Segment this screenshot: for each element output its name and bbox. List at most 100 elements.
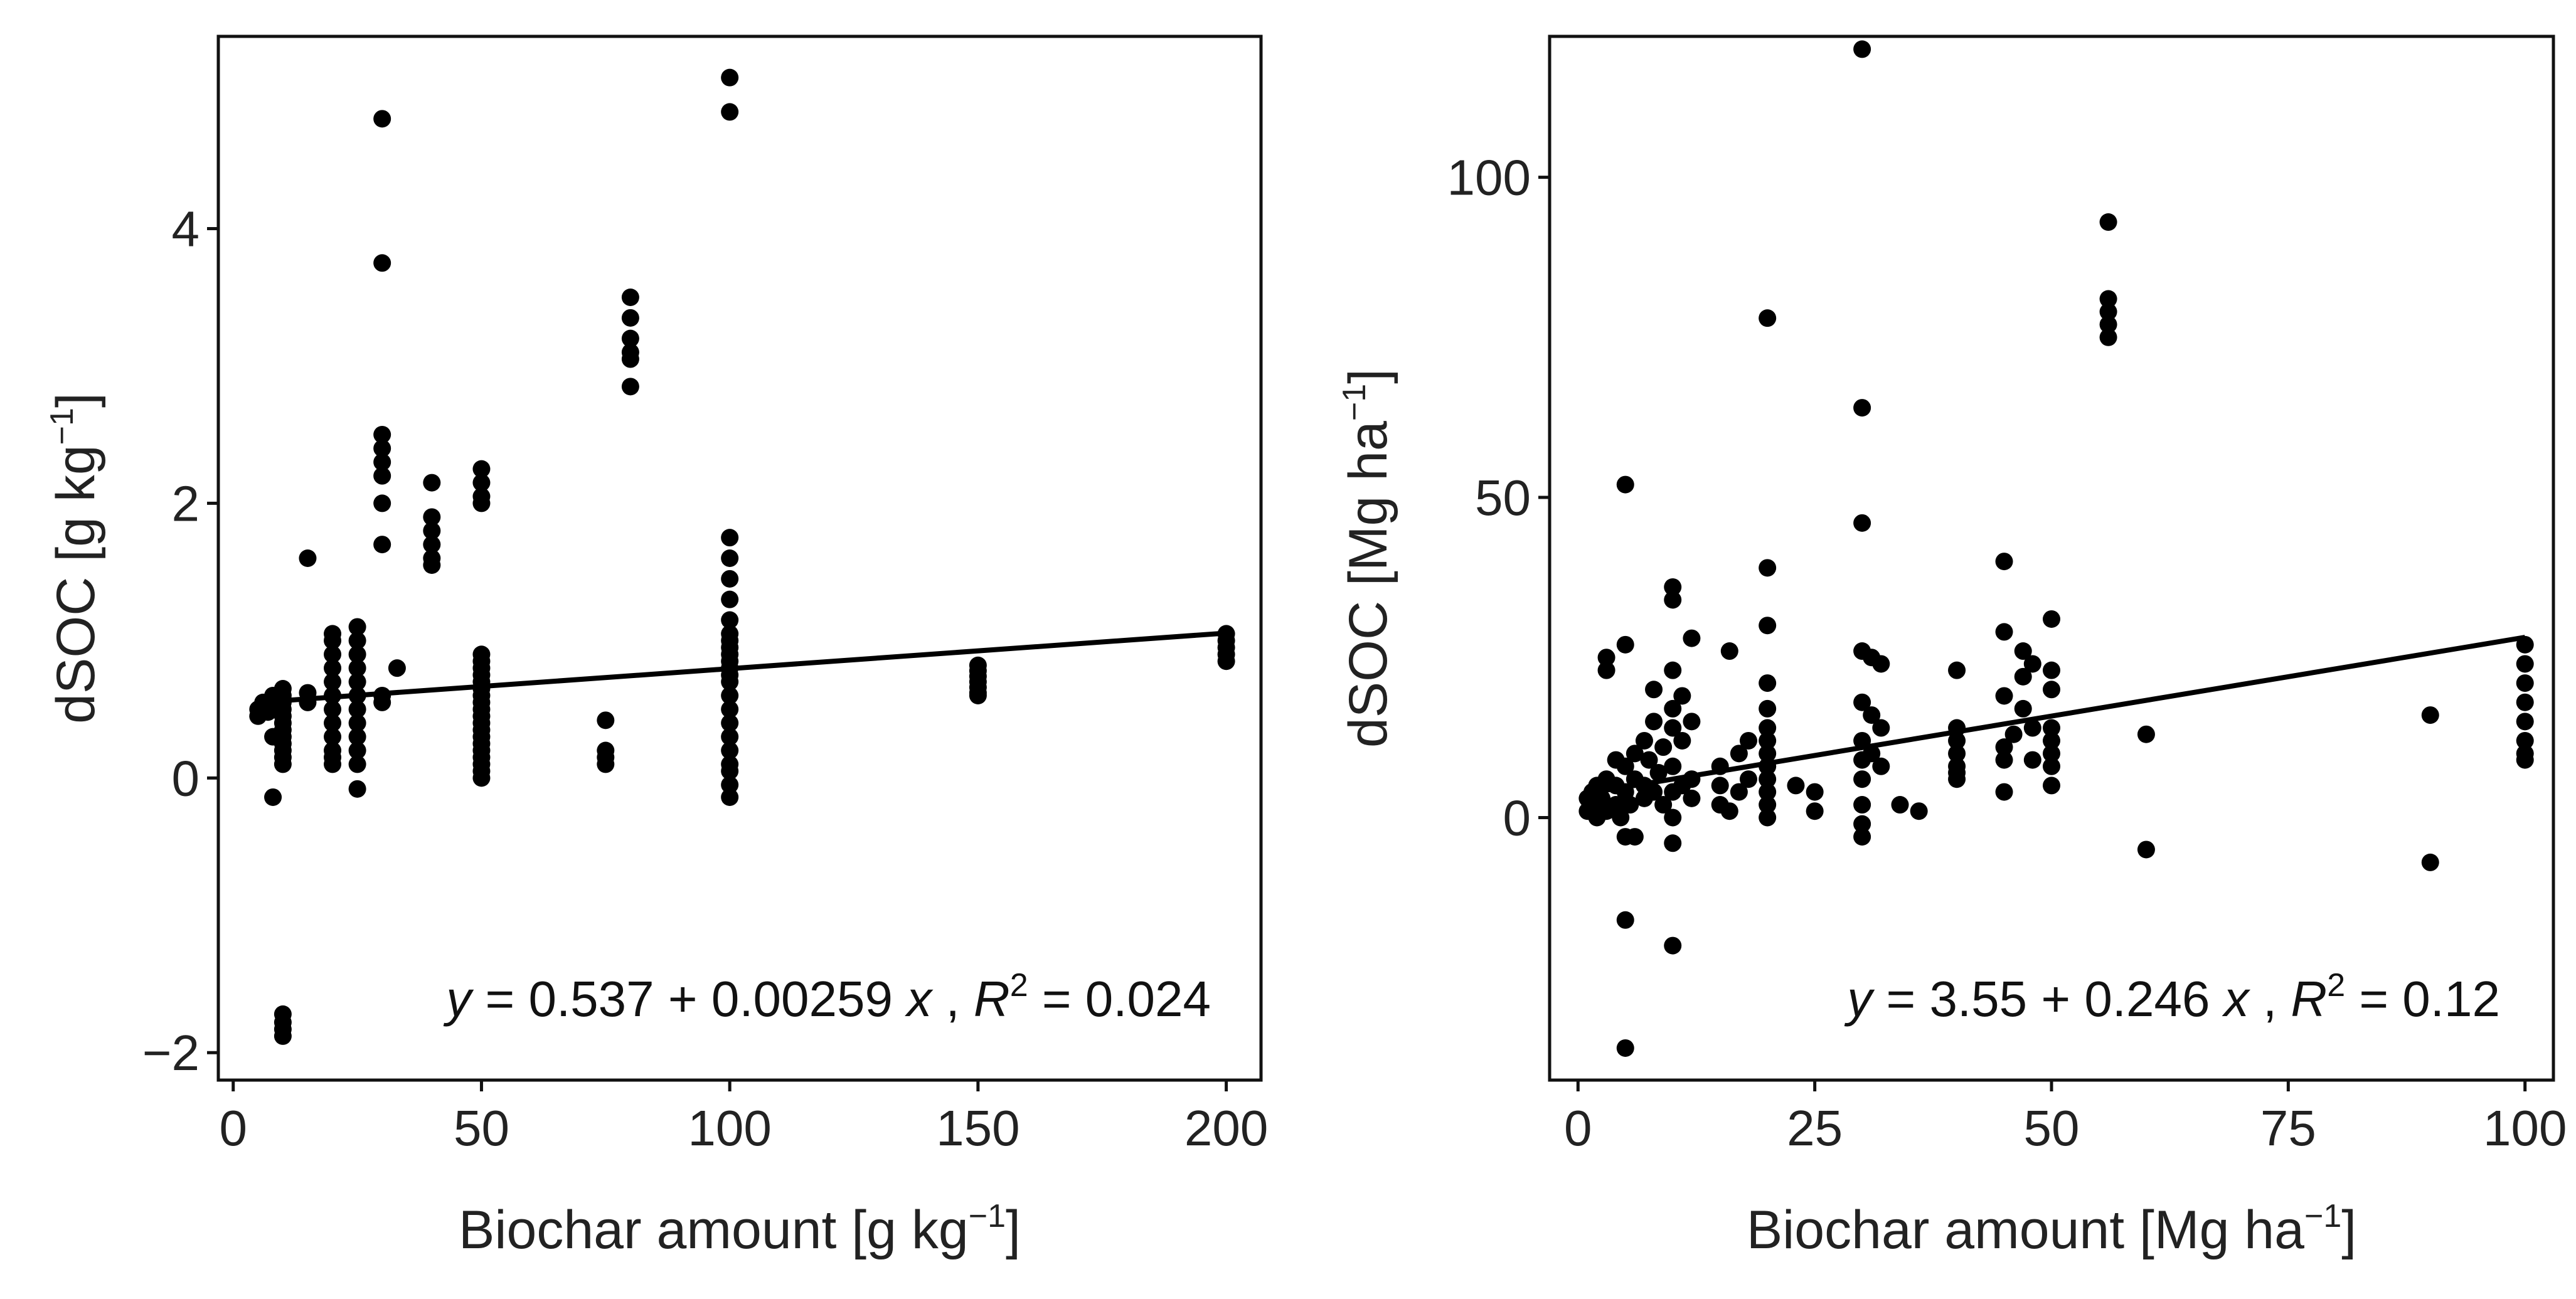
data-point bbox=[348, 755, 366, 773]
data-point bbox=[348, 673, 366, 691]
data-point bbox=[1645, 681, 1663, 699]
y-tick-label: −2 bbox=[142, 1025, 200, 1081]
data-point bbox=[721, 549, 739, 567]
data-point bbox=[1806, 802, 1824, 820]
data-point bbox=[721, 673, 739, 691]
data-point bbox=[721, 714, 739, 732]
data-point bbox=[1853, 796, 1871, 814]
data-point bbox=[1995, 623, 2013, 641]
x-tick-label: 150 bbox=[936, 1100, 1019, 1156]
data-point bbox=[1853, 399, 1871, 417]
data-point bbox=[1739, 731, 1757, 750]
data-point bbox=[324, 755, 342, 773]
x-axis-title-exponent: −1 bbox=[2304, 1198, 2341, 1234]
data-point bbox=[1995, 783, 2013, 801]
x-tick-label: 0 bbox=[219, 1100, 247, 1156]
equation-x: x bbox=[2222, 971, 2251, 1027]
data-point bbox=[1787, 777, 1805, 795]
data-point bbox=[1759, 731, 1777, 750]
data-point bbox=[2023, 719, 2041, 737]
equation-r-squared-value: = 0.12 bbox=[2345, 971, 2500, 1027]
data-point bbox=[1759, 745, 1777, 763]
data-point bbox=[2099, 213, 2117, 231]
data-point bbox=[2043, 661, 2060, 679]
x-tick-label: 200 bbox=[1184, 1100, 1268, 1156]
equation-r: R bbox=[974, 971, 1010, 1027]
data-point bbox=[2043, 610, 2060, 628]
data-point bbox=[423, 474, 441, 492]
data-point bbox=[1616, 475, 1634, 494]
data-point bbox=[373, 693, 391, 711]
data-point bbox=[1645, 713, 1663, 731]
data-point bbox=[1664, 834, 1682, 852]
data-point bbox=[1626, 828, 1644, 846]
equation-x: x bbox=[904, 971, 934, 1027]
data-point bbox=[1720, 802, 1738, 820]
data-point bbox=[1853, 40, 1871, 58]
data-point bbox=[1664, 591, 1682, 609]
data-point bbox=[1720, 642, 1738, 660]
data-point bbox=[2516, 731, 2534, 750]
data-point bbox=[373, 110, 391, 128]
x-axis-title-exponent: −1 bbox=[969, 1198, 1006, 1234]
data-point bbox=[721, 788, 739, 806]
data-point bbox=[2099, 290, 2117, 308]
data-point bbox=[1664, 757, 1682, 775]
data-point bbox=[423, 556, 441, 574]
equation-intercept: = 3.55 bbox=[1872, 971, 2027, 1027]
data-point bbox=[1673, 687, 1691, 705]
data-point bbox=[373, 254, 391, 272]
y-axis-title-bracket: ] bbox=[46, 393, 106, 408]
data-point bbox=[1612, 809, 1630, 827]
data-point bbox=[1759, 309, 1777, 327]
y-axis-title-exponent: −1 bbox=[44, 408, 80, 445]
x-axis-title: Biochar amount [Mg ha−1] bbox=[1747, 1198, 2356, 1260]
data-point bbox=[324, 714, 342, 732]
data-point bbox=[1872, 757, 1890, 775]
data-point bbox=[1853, 514, 1871, 532]
equation-r-exponent: 2 bbox=[1010, 967, 1028, 1004]
y-tick-label: 0 bbox=[1503, 790, 1531, 846]
data-point bbox=[1683, 629, 1701, 647]
x-tick-label: 100 bbox=[688, 1100, 771, 1156]
y-tick-label: 4 bbox=[172, 201, 200, 257]
data-point bbox=[1664, 809, 1682, 827]
data-point bbox=[721, 529, 739, 547]
data-point bbox=[1217, 652, 1235, 671]
data-point bbox=[1759, 809, 1777, 827]
x-tick-label: 50 bbox=[2024, 1100, 2080, 1156]
data-point bbox=[324, 645, 342, 664]
data-point bbox=[348, 632, 366, 650]
data-point bbox=[1597, 649, 1615, 667]
data-point bbox=[1664, 699, 1682, 718]
data-point bbox=[1948, 770, 1966, 788]
data-point bbox=[472, 769, 491, 787]
equation-r-exponent: 2 bbox=[2327, 967, 2345, 1004]
equation-comma: , bbox=[2249, 971, 2291, 1027]
equation-r: R bbox=[2291, 971, 2327, 1027]
data-point bbox=[348, 741, 366, 760]
data-point bbox=[1910, 802, 1928, 820]
data-point bbox=[373, 494, 391, 512]
data-point bbox=[1948, 745, 1966, 763]
data-point bbox=[1806, 783, 1824, 801]
data-point bbox=[2023, 655, 2041, 673]
data-point bbox=[2099, 328, 2117, 346]
data-point bbox=[1640, 751, 1658, 769]
data-point bbox=[1616, 635, 1634, 654]
data-point bbox=[324, 728, 342, 746]
data-point bbox=[1759, 770, 1777, 788]
data-point bbox=[2516, 674, 2534, 692]
x-tick-label: 25 bbox=[1787, 1100, 1843, 1156]
data-point bbox=[1948, 731, 1966, 750]
y-tick-label: 50 bbox=[1475, 470, 1531, 526]
data-point bbox=[1863, 706, 1881, 724]
data-point bbox=[1759, 783, 1777, 801]
data-point bbox=[2516, 751, 2534, 769]
data-point bbox=[1891, 796, 1909, 814]
data-point bbox=[472, 460, 491, 478]
data-point bbox=[621, 350, 639, 368]
data-point bbox=[1759, 617, 1777, 635]
